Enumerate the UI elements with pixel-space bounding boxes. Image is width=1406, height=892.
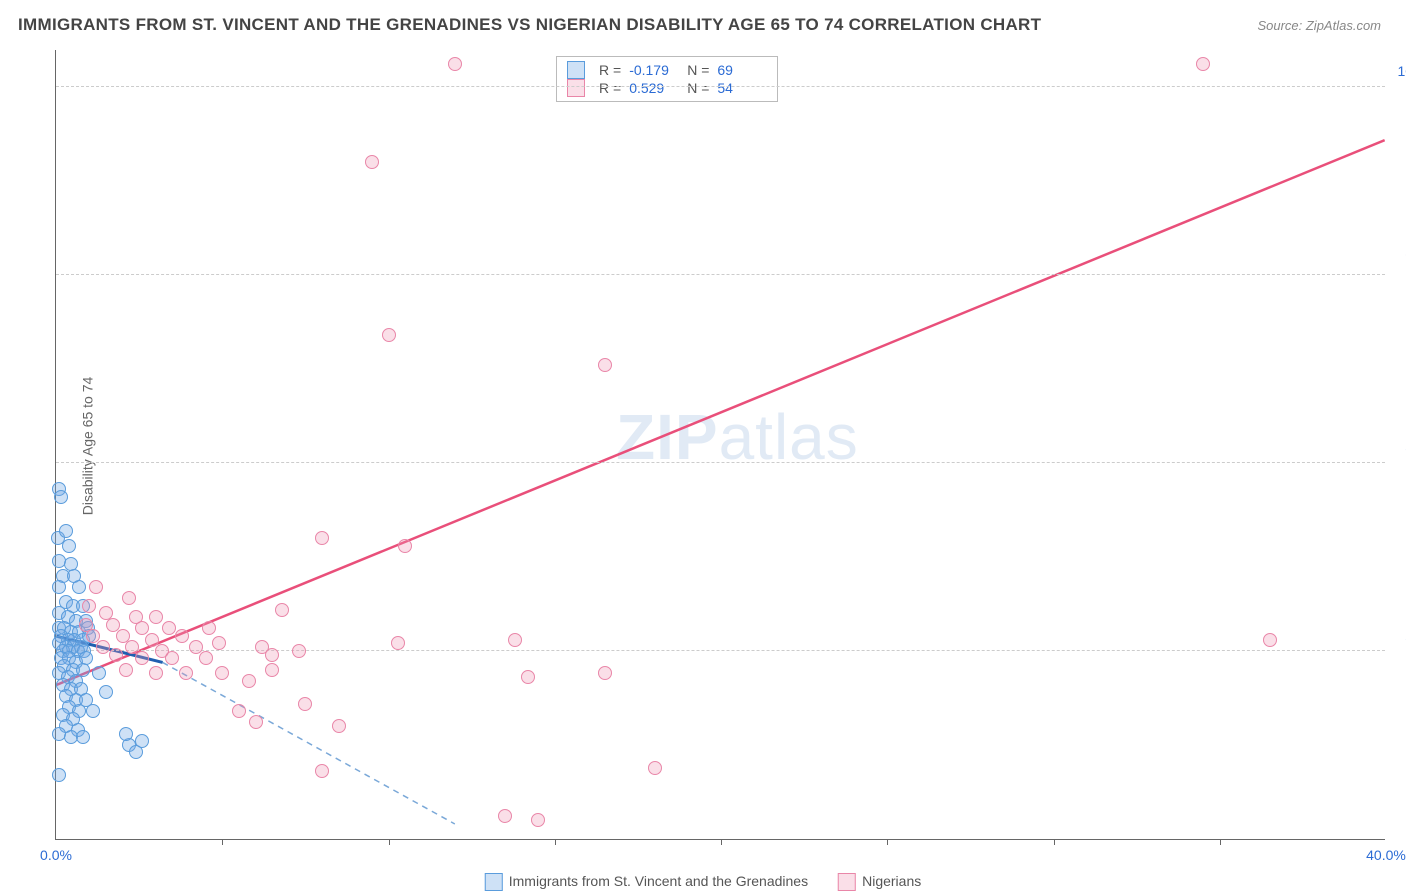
y-tick-label: 75.0% <box>1390 251 1406 267</box>
grid-line-h <box>56 462 1385 463</box>
chart-container: IMMIGRANTS FROM ST. VINCENT AND THE GREN… <box>0 0 1406 892</box>
y-tick-label: 25.0% <box>1390 627 1406 643</box>
point-series-b <box>179 666 193 680</box>
legend-swatch <box>838 873 856 891</box>
chart-title: IMMIGRANTS FROM ST. VINCENT AND THE GREN… <box>18 15 1041 35</box>
point-series-a <box>59 524 73 538</box>
point-series-b <box>391 636 405 650</box>
point-series-b <box>215 666 229 680</box>
x-tick-label: 0.0% <box>40 847 72 863</box>
grid-line-h <box>56 274 1385 275</box>
point-series-b <box>265 663 279 677</box>
n-label: N = <box>687 80 709 96</box>
point-series-a <box>54 490 68 504</box>
x-minor-tick <box>1220 839 1221 845</box>
point-series-b <box>255 640 269 654</box>
point-series-a <box>119 727 133 741</box>
point-series-b <box>531 813 545 827</box>
y-tick-label: 50.0% <box>1390 439 1406 455</box>
point-series-b <box>135 651 149 665</box>
series-name: Nigerians <box>862 873 921 889</box>
x-minor-tick <box>222 839 223 845</box>
point-series-b <box>275 603 289 617</box>
point-series-a <box>135 734 149 748</box>
point-series-a <box>99 685 113 699</box>
point-series-b <box>232 704 246 718</box>
point-series-b <box>315 764 329 778</box>
r-label: R = <box>599 80 621 96</box>
x-minor-tick <box>555 839 556 845</box>
x-minor-tick <box>887 839 888 845</box>
point-series-a <box>72 580 86 594</box>
point-series-b <box>175 629 189 643</box>
point-series-b <box>149 666 163 680</box>
point-series-b <box>82 599 96 613</box>
point-series-b <box>498 809 512 823</box>
r-label: R = <box>599 62 621 78</box>
point-series-b <box>242 674 256 688</box>
point-series-b <box>89 580 103 594</box>
point-series-a <box>76 730 90 744</box>
point-series-b <box>365 155 379 169</box>
point-series-a <box>52 580 66 594</box>
point-series-b <box>292 644 306 658</box>
legend-stat-row: R = 0.529 N = 54 <box>567 79 767 97</box>
point-series-b <box>1196 57 1210 71</box>
grid-line-h <box>56 86 1385 87</box>
point-series-b <box>398 539 412 553</box>
legend-stat-row: R = -0.179 N = 69 <box>567 61 767 79</box>
point-series-b <box>298 697 312 711</box>
point-series-b <box>382 328 396 342</box>
point-series-b <box>598 358 612 372</box>
point-series-a <box>86 704 100 718</box>
point-series-b <box>521 670 535 684</box>
x-axis-legend: Immigrants from St. Vincent and the Gren… <box>485 873 921 891</box>
point-series-b <box>598 666 612 680</box>
source-label: Source: ZipAtlas.com <box>1257 18 1381 33</box>
x-minor-tick <box>389 839 390 845</box>
x-minor-tick <box>1054 839 1055 845</box>
point-series-b <box>165 651 179 665</box>
n-value: 69 <box>717 62 767 78</box>
stats-legend-box: R = -0.179 N = 69 R = 0.529 N = 54 <box>556 56 778 102</box>
x-tick-label: 40.0% <box>1366 847 1406 863</box>
plot-area: ZIPatlas R =-0.179N =69R =0.529N =54 25.… <box>55 50 1385 840</box>
point-series-b <box>96 640 110 654</box>
point-series-a <box>62 539 76 553</box>
xlegend-item-b: Nigerians <box>838 873 921 891</box>
point-series-b <box>508 633 522 647</box>
point-series-b <box>448 57 462 71</box>
point-series-b <box>648 761 662 775</box>
point-series-a <box>92 666 106 680</box>
point-series-b <box>212 636 226 650</box>
xlegend-item-a: Immigrants from St. Vincent and the Gren… <box>485 873 808 891</box>
legend-swatch <box>567 61 585 79</box>
point-series-b <box>122 591 136 605</box>
point-series-b <box>315 531 329 545</box>
watermark: ZIPatlas <box>616 400 859 474</box>
point-series-b <box>1263 633 1277 647</box>
point-series-b <box>249 715 263 729</box>
y-tick-label: 100.0% <box>1390 63 1406 79</box>
point-series-b <box>202 621 216 635</box>
series-name: Immigrants from St. Vincent and the Gren… <box>509 873 808 889</box>
point-series-a <box>52 768 66 782</box>
point-series-b <box>149 610 163 624</box>
point-series-b <box>109 648 123 662</box>
x-minor-tick <box>721 839 722 845</box>
n-label: N = <box>687 62 709 78</box>
point-series-b <box>199 651 213 665</box>
n-value: 54 <box>717 80 767 96</box>
legend-swatch <box>567 79 585 97</box>
point-series-b <box>119 663 133 677</box>
legend-swatch <box>485 873 503 891</box>
r-value: 0.529 <box>629 80 679 96</box>
point-series-b <box>162 621 176 635</box>
point-series-b <box>332 719 346 733</box>
r-value: -0.179 <box>629 62 679 78</box>
